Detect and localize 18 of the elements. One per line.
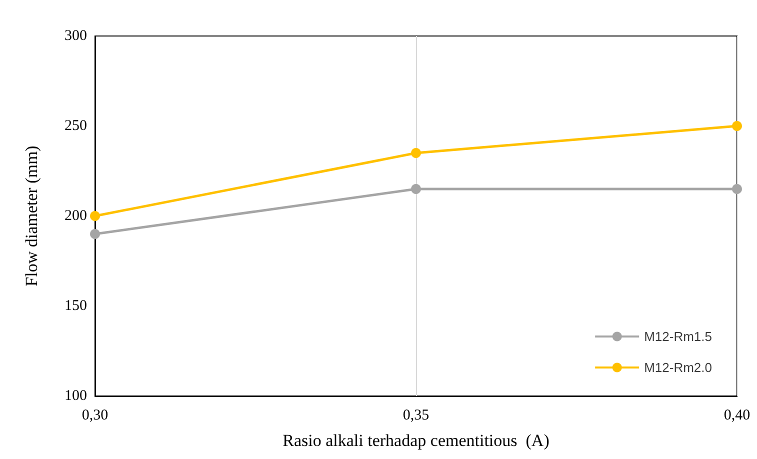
legend-label: M12-Rm2.0 bbox=[644, 360, 712, 375]
y-tick-label: 100 bbox=[64, 388, 87, 404]
point bbox=[90, 229, 100, 239]
point bbox=[732, 121, 742, 131]
x-tick-label: 0,40 bbox=[724, 408, 750, 424]
x-tick-label: 0,30 bbox=[82, 408, 108, 424]
point bbox=[90, 211, 100, 221]
x-axis-title: Rasio alkali terhadap cementitious (A) bbox=[282, 431, 550, 450]
legend-label: M12-Rm1.5 bbox=[644, 329, 712, 344]
y-axis-title: Flow diameter (mm) bbox=[22, 146, 41, 286]
y-tick-label: 200 bbox=[64, 208, 87, 224]
y-tick-label: 250 bbox=[64, 118, 87, 134]
y-tick-label: 300 bbox=[64, 28, 87, 44]
y-tick-label: 150 bbox=[64, 298, 87, 314]
point bbox=[732, 184, 742, 194]
point bbox=[411, 184, 421, 194]
point bbox=[411, 148, 421, 158]
x-tick-label: 0,35 bbox=[402, 408, 430, 424]
